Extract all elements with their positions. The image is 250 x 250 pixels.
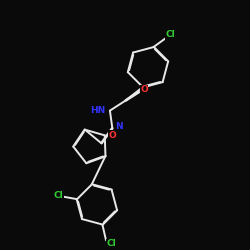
- Text: HN: HN: [90, 106, 106, 115]
- Text: Cl: Cl: [106, 240, 116, 248]
- Text: N: N: [115, 122, 123, 132]
- Text: Cl: Cl: [54, 191, 64, 200]
- Text: O: O: [109, 131, 116, 140]
- Text: O: O: [140, 85, 148, 94]
- Text: Cl: Cl: [166, 30, 175, 40]
